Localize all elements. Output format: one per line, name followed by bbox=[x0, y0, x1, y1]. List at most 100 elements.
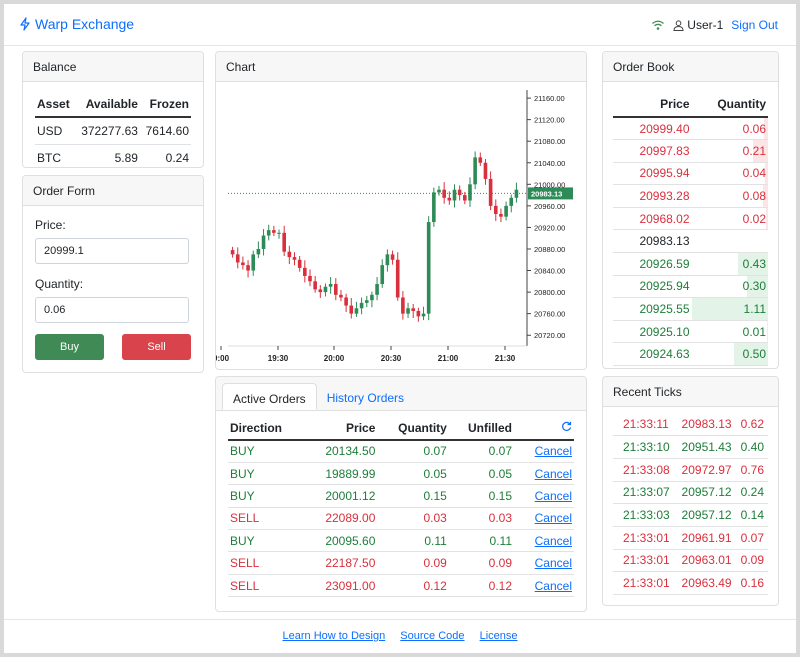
cancel-cell: Cancel bbox=[514, 529, 574, 553]
refresh-icon bbox=[562, 421, 572, 431]
app-window: Warp Exchange User-1 Sign Out Balance bbox=[4, 4, 796, 653]
candle-body bbox=[504, 205, 508, 217]
depth-bar bbox=[738, 253, 768, 275]
tick-quantity: 0.24 bbox=[735, 481, 768, 505]
order-row: BUY 20134.50 0.07 0.07 Cancel bbox=[228, 440, 574, 463]
balance-col-available: Available bbox=[74, 92, 140, 118]
quantity-label: Quantity: bbox=[35, 277, 84, 291]
candle-body bbox=[241, 262, 245, 266]
navbar: Warp Exchange User-1 Sign Out bbox=[4, 4, 796, 46]
sell-button[interactable]: Sell bbox=[122, 334, 191, 360]
ask-row[interactable]: 20999.40 0.06 bbox=[613, 117, 768, 141]
brand[interactable]: Warp Exchange bbox=[19, 16, 134, 32]
candle-body bbox=[411, 308, 416, 311]
tick-time: 21:33:11 bbox=[613, 413, 676, 437]
balance-available: 5.89 bbox=[114, 151, 138, 165]
order-unfilled: 0.03 bbox=[448, 507, 514, 531]
tab-history-orders[interactable]: History Orders bbox=[326, 391, 405, 405]
footer-link-source[interactable]: Source Code bbox=[400, 630, 465, 642]
depth-bar bbox=[766, 207, 768, 230]
candle-body bbox=[483, 162, 488, 179]
book-quantity: 0.50 bbox=[691, 342, 768, 367]
tick-row: 21:33:01 20963.49 0.16 bbox=[613, 571, 768, 595]
bid-row[interactable]: 20924.63 0.50 bbox=[613, 342, 768, 367]
candle-body bbox=[493, 205, 498, 214]
cancel-button[interactable]: Cancel bbox=[534, 533, 572, 548]
ask-row[interactable]: 20995.94 0.04 bbox=[613, 162, 768, 186]
order-row: BUY 20001.12 0.15 0.15 Cancel bbox=[228, 484, 574, 508]
cancel-button[interactable]: Cancel bbox=[534, 556, 572, 571]
tick-quantity: 0.40 bbox=[735, 435, 768, 459]
order-direction: BUY bbox=[228, 462, 305, 486]
order-price: 20001.12 bbox=[304, 484, 378, 508]
footer: Learn How to Design Source Code License bbox=[4, 619, 796, 642]
candle-body bbox=[364, 300, 369, 303]
orders-tabs: Active Orders History Orders bbox=[216, 377, 586, 411]
price-input[interactable] bbox=[35, 238, 189, 264]
balance-table: Asset Available Frozen USD 372277.63 761… bbox=[35, 92, 191, 167]
depth-bar bbox=[733, 343, 768, 366]
candle-body bbox=[235, 254, 240, 263]
order-direction: SELL bbox=[228, 574, 305, 598]
cancel-cell: Cancel bbox=[514, 462, 574, 486]
cancel-button[interactable]: Cancel bbox=[534, 466, 572, 481]
nav-right: User-1 Sign Out bbox=[651, 18, 778, 32]
book-quantity-value: 0.01 bbox=[742, 324, 766, 339]
cancel-button[interactable]: Cancel bbox=[534, 444, 572, 459]
tick-price: 20972.97 bbox=[675, 458, 736, 482]
book-quantity-value: 0.30 bbox=[742, 279, 766, 294]
ask-row[interactable]: 20968.02 0.02 bbox=[613, 207, 768, 231]
footer-link-learn[interactable]: Learn How to Design bbox=[282, 630, 386, 642]
sign-out-link[interactable]: Sign Out bbox=[731, 18, 778, 32]
candle-body bbox=[354, 308, 359, 314]
cancel-button[interactable]: Cancel bbox=[534, 511, 572, 526]
candle-body bbox=[297, 259, 302, 268]
y-tick-label: 21000.00 bbox=[534, 180, 565, 189]
tick-time: 21:33:08 bbox=[613, 458, 676, 482]
y-tick-label: 20960.00 bbox=[534, 202, 565, 211]
ask-row[interactable]: 20993.28 0.08 bbox=[613, 184, 768, 208]
order-quantity: 0.09 bbox=[377, 551, 449, 575]
tick-row: 21:33:01 20963.01 0.09 bbox=[613, 549, 768, 573]
book-quantity: 0.06 bbox=[691, 117, 768, 141]
candle-body bbox=[478, 157, 483, 163]
candle-body bbox=[437, 189, 441, 193]
bid-row[interactable]: 20925.94 0.30 bbox=[613, 275, 768, 299]
depth-bar bbox=[691, 298, 768, 320]
wifi-icon bbox=[652, 20, 665, 30]
order-direction: BUY bbox=[228, 529, 305, 553]
y-tick-label: 20920.00 bbox=[534, 223, 565, 232]
cancel-button[interactable]: Cancel bbox=[534, 488, 572, 503]
order-book-table: Price Quantity 20999.40 0.06 20997.83 0.21 2… bbox=[613, 92, 768, 367]
tick-time: 21:33:01 bbox=[613, 571, 676, 595]
candlestick-chart[interactable]: 21160.00 21120.00 21080.00 21040.00 21000.00… bbox=[216, 82, 586, 369]
tick-row: 21:33:08 20972.97 0.76 bbox=[613, 458, 768, 482]
tick-quantity: 0.07 bbox=[735, 526, 768, 550]
footer-link-license[interactable]: License bbox=[479, 630, 518, 642]
quantity-input[interactable] bbox=[35, 297, 189, 323]
bid-row[interactable]: 20926.59 0.43 bbox=[613, 252, 768, 276]
cancel-button[interactable]: Cancel bbox=[534, 578, 572, 593]
ask-row[interactable]: 20997.83 0.21 bbox=[613, 139, 768, 163]
book-quantity-value: 0.04 bbox=[742, 166, 766, 181]
candle-body bbox=[323, 286, 328, 293]
tick-quantity: 0.16 bbox=[735, 571, 768, 595]
candle-body bbox=[488, 178, 493, 206]
bid-row[interactable]: 20925.10 0.01 bbox=[613, 320, 768, 344]
candle-body bbox=[282, 232, 286, 252]
balance-frozen: 0.24 bbox=[165, 151, 189, 165]
book-quantity-value: 0.50 bbox=[742, 347, 766, 362]
candle-body bbox=[287, 251, 292, 258]
cancel-cell: Cancel bbox=[514, 551, 574, 575]
refresh-button[interactable] bbox=[514, 417, 574, 441]
cancel-cell: Cancel bbox=[514, 440, 574, 463]
candle-body bbox=[333, 284, 338, 295]
bid-row[interactable]: 20925.55 1.11 bbox=[613, 297, 768, 321]
candle-body bbox=[390, 254, 395, 260]
user-menu[interactable]: User-1 bbox=[673, 18, 723, 32]
order-unfilled: 0.11 bbox=[448, 529, 514, 553]
candle-body bbox=[416, 310, 421, 317]
buy-button[interactable]: Buy bbox=[35, 334, 104, 360]
candle-body bbox=[230, 250, 235, 255]
tab-active-orders[interactable]: Active Orders bbox=[222, 383, 317, 410]
